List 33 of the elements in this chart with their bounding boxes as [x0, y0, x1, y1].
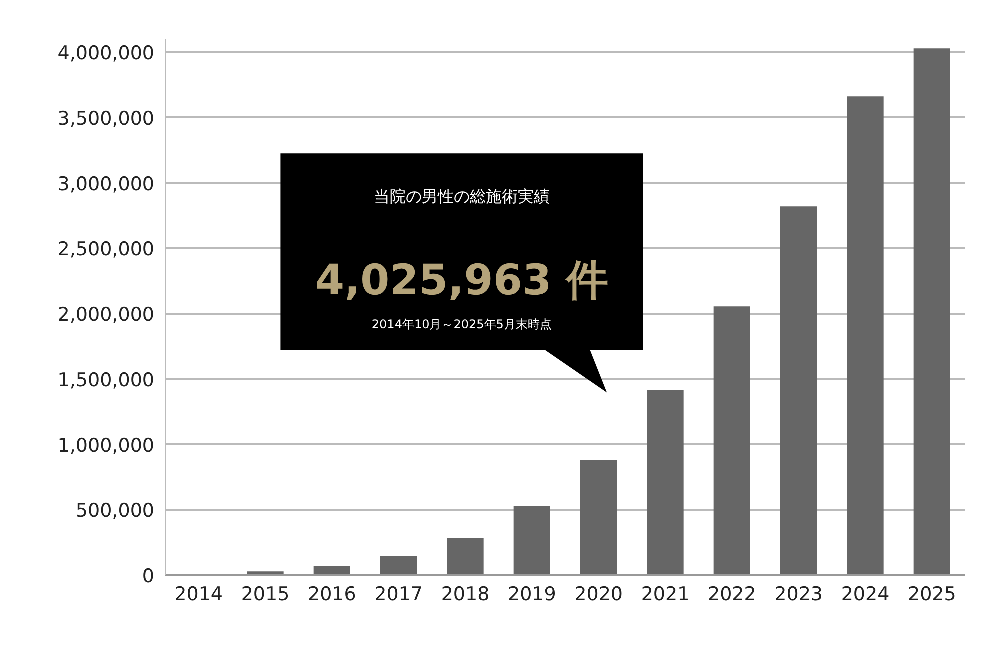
y-tick-label: 4,000,000 [58, 42, 155, 65]
bar [647, 390, 684, 576]
y-tick-label: 0 [142, 566, 155, 588]
x-tick-label: 2021 [641, 584, 690, 606]
bar [780, 206, 818, 576]
bar [914, 48, 950, 576]
x-tick-label: 2018 [441, 584, 490, 606]
x-tick-label: 2024 [841, 584, 890, 606]
x-tick-label: 2015 [241, 584, 290, 606]
x-tick-label: 2019 [508, 584, 556, 606]
y-tick-label: 2,000,000 [58, 304, 155, 326]
bar [447, 538, 484, 576]
x-tick-label: 2022 [708, 584, 756, 606]
bar [847, 96, 884, 576]
x-tick-label: 2016 [308, 584, 356, 606]
y-tick-label: 2,500,000 [58, 238, 155, 261]
x-tick-label: 2025 [908, 584, 956, 606]
x-tick-label: 2020 [574, 584, 624, 606]
y-tick-label: 500,000 [76, 500, 155, 522]
bar [714, 306, 750, 576]
y-tick-label: 1,000,000 [58, 434, 155, 457]
bar [380, 556, 418, 576]
y-tick-label: 1,500,000 [58, 369, 155, 392]
bar [580, 460, 618, 576]
annotation: 当院の男性の総施術実績 [374, 187, 550, 206]
x-tick-label: 2023 [774, 584, 824, 606]
bar [514, 506, 550, 576]
y-tick-label: 3,000,000 [58, 173, 155, 196]
x-tick-label: 2017 [374, 584, 424, 606]
x-tick-label: 2014 [174, 584, 224, 606]
annotation: 2014年10月～2025年5月末時点 [372, 318, 552, 332]
y-tick-label: 3,500,000 [58, 108, 155, 130]
annotation: 4,025,963 件 [315, 256, 608, 305]
